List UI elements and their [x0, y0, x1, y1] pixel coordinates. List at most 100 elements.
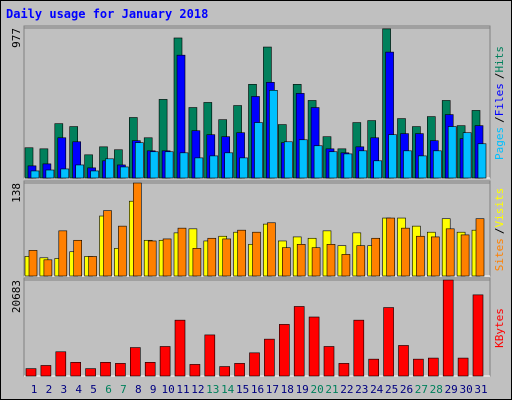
bar — [162, 238, 172, 277]
bar — [430, 236, 440, 277]
bar — [356, 245, 366, 277]
legend: Sites /Visits — [493, 188, 506, 272]
bar — [371, 237, 381, 277]
bar — [103, 210, 112, 277]
x-tick-label: 24 — [370, 383, 384, 396]
bar — [55, 351, 67, 377]
x-tick-label: 15 — [236, 383, 249, 396]
bar — [462, 132, 472, 179]
bar — [115, 363, 126, 377]
x-tick-label: 19 — [296, 383, 309, 396]
bar — [386, 217, 395, 277]
bar — [144, 362, 156, 377]
bar — [343, 153, 353, 179]
x-tick-label: 20 — [310, 383, 323, 396]
bar — [388, 134, 397, 179]
legend-separator: / — [493, 73, 506, 80]
bar — [254, 122, 263, 179]
bar — [85, 368, 96, 377]
bar — [445, 228, 455, 277]
bar — [313, 145, 323, 179]
legend: Pages/Files/Hits — [493, 46, 506, 160]
x-tick-label: 9 — [150, 383, 157, 396]
bar — [237, 229, 246, 277]
bar — [475, 218, 485, 277]
bar — [174, 319, 186, 377]
bar — [222, 238, 231, 277]
x-tick-label: 5 — [90, 383, 97, 396]
bar — [192, 248, 202, 277]
x-tick-label: 18 — [281, 383, 294, 396]
bar — [30, 170, 40, 179]
bar — [88, 256, 97, 277]
bar — [267, 222, 276, 277]
bar — [164, 151, 174, 179]
bar — [159, 346, 171, 377]
x-tick-label: 3 — [60, 383, 67, 396]
bar — [120, 166, 129, 179]
x-tick-label: 13 — [206, 383, 219, 396]
legend-separator: / — [493, 116, 506, 123]
bar — [460, 234, 470, 277]
legend: KBytes — [493, 308, 506, 348]
bar — [25, 368, 37, 377]
bar — [278, 324, 290, 377]
x-tick-label: 16 — [251, 383, 264, 396]
bar — [219, 366, 230, 377]
x-tick-label: 6 — [105, 383, 112, 396]
x-tick-label: 2 — [46, 383, 53, 396]
x-tick-label: 11 — [176, 383, 189, 396]
x-tick-label: 21 — [325, 383, 338, 396]
bar — [298, 139, 308, 179]
bar — [90, 170, 99, 179]
bar — [130, 347, 141, 377]
bar — [341, 254, 351, 277]
bar — [457, 357, 469, 377]
bar — [58, 230, 68, 277]
x-tick-label: 4 — [75, 383, 82, 396]
bar — [432, 150, 442, 179]
bar — [75, 164, 84, 179]
x-tick-label: 29 — [445, 383, 458, 396]
bar — [373, 160, 383, 179]
bar — [204, 334, 216, 377]
x-tick-label: 7 — [120, 383, 127, 396]
bar — [368, 358, 380, 377]
bar — [427, 357, 439, 377]
bar — [447, 126, 457, 179]
bar — [281, 247, 291, 277]
bar — [338, 363, 350, 377]
bar — [416, 235, 425, 277]
bar — [179, 152, 189, 179]
x-tick-label: 28 — [430, 383, 443, 396]
x-tick-label: 22 — [340, 383, 353, 396]
x-tick-label: 26 — [400, 383, 413, 396]
bar — [118, 225, 127, 277]
bar — [418, 155, 427, 179]
bar — [189, 364, 201, 377]
bar — [398, 345, 409, 377]
bar — [308, 316, 320, 377]
bar — [326, 244, 336, 277]
legend-separator: / — [493, 228, 506, 235]
bar — [323, 346, 335, 377]
legend-entry: Visits — [493, 188, 506, 228]
y-tick-label: 977 — [10, 28, 23, 48]
bar — [358, 150, 368, 179]
x-tick-label: 8 — [135, 383, 142, 396]
x-tick-label: 30 — [459, 383, 472, 396]
bar — [135, 142, 144, 179]
bar — [293, 306, 305, 377]
legend-entry: Files — [493, 83, 506, 116]
bar — [224, 152, 233, 179]
bar — [477, 143, 487, 179]
bar — [413, 358, 424, 377]
legend-entry: Hits — [493, 46, 506, 73]
bar — [296, 244, 306, 277]
y-tick-label: 20683 — [10, 280, 23, 313]
bar — [328, 151, 338, 179]
chart-title: Daily usage for January 2018 — [6, 7, 208, 21]
bar — [209, 155, 219, 179]
bar — [45, 169, 55, 179]
